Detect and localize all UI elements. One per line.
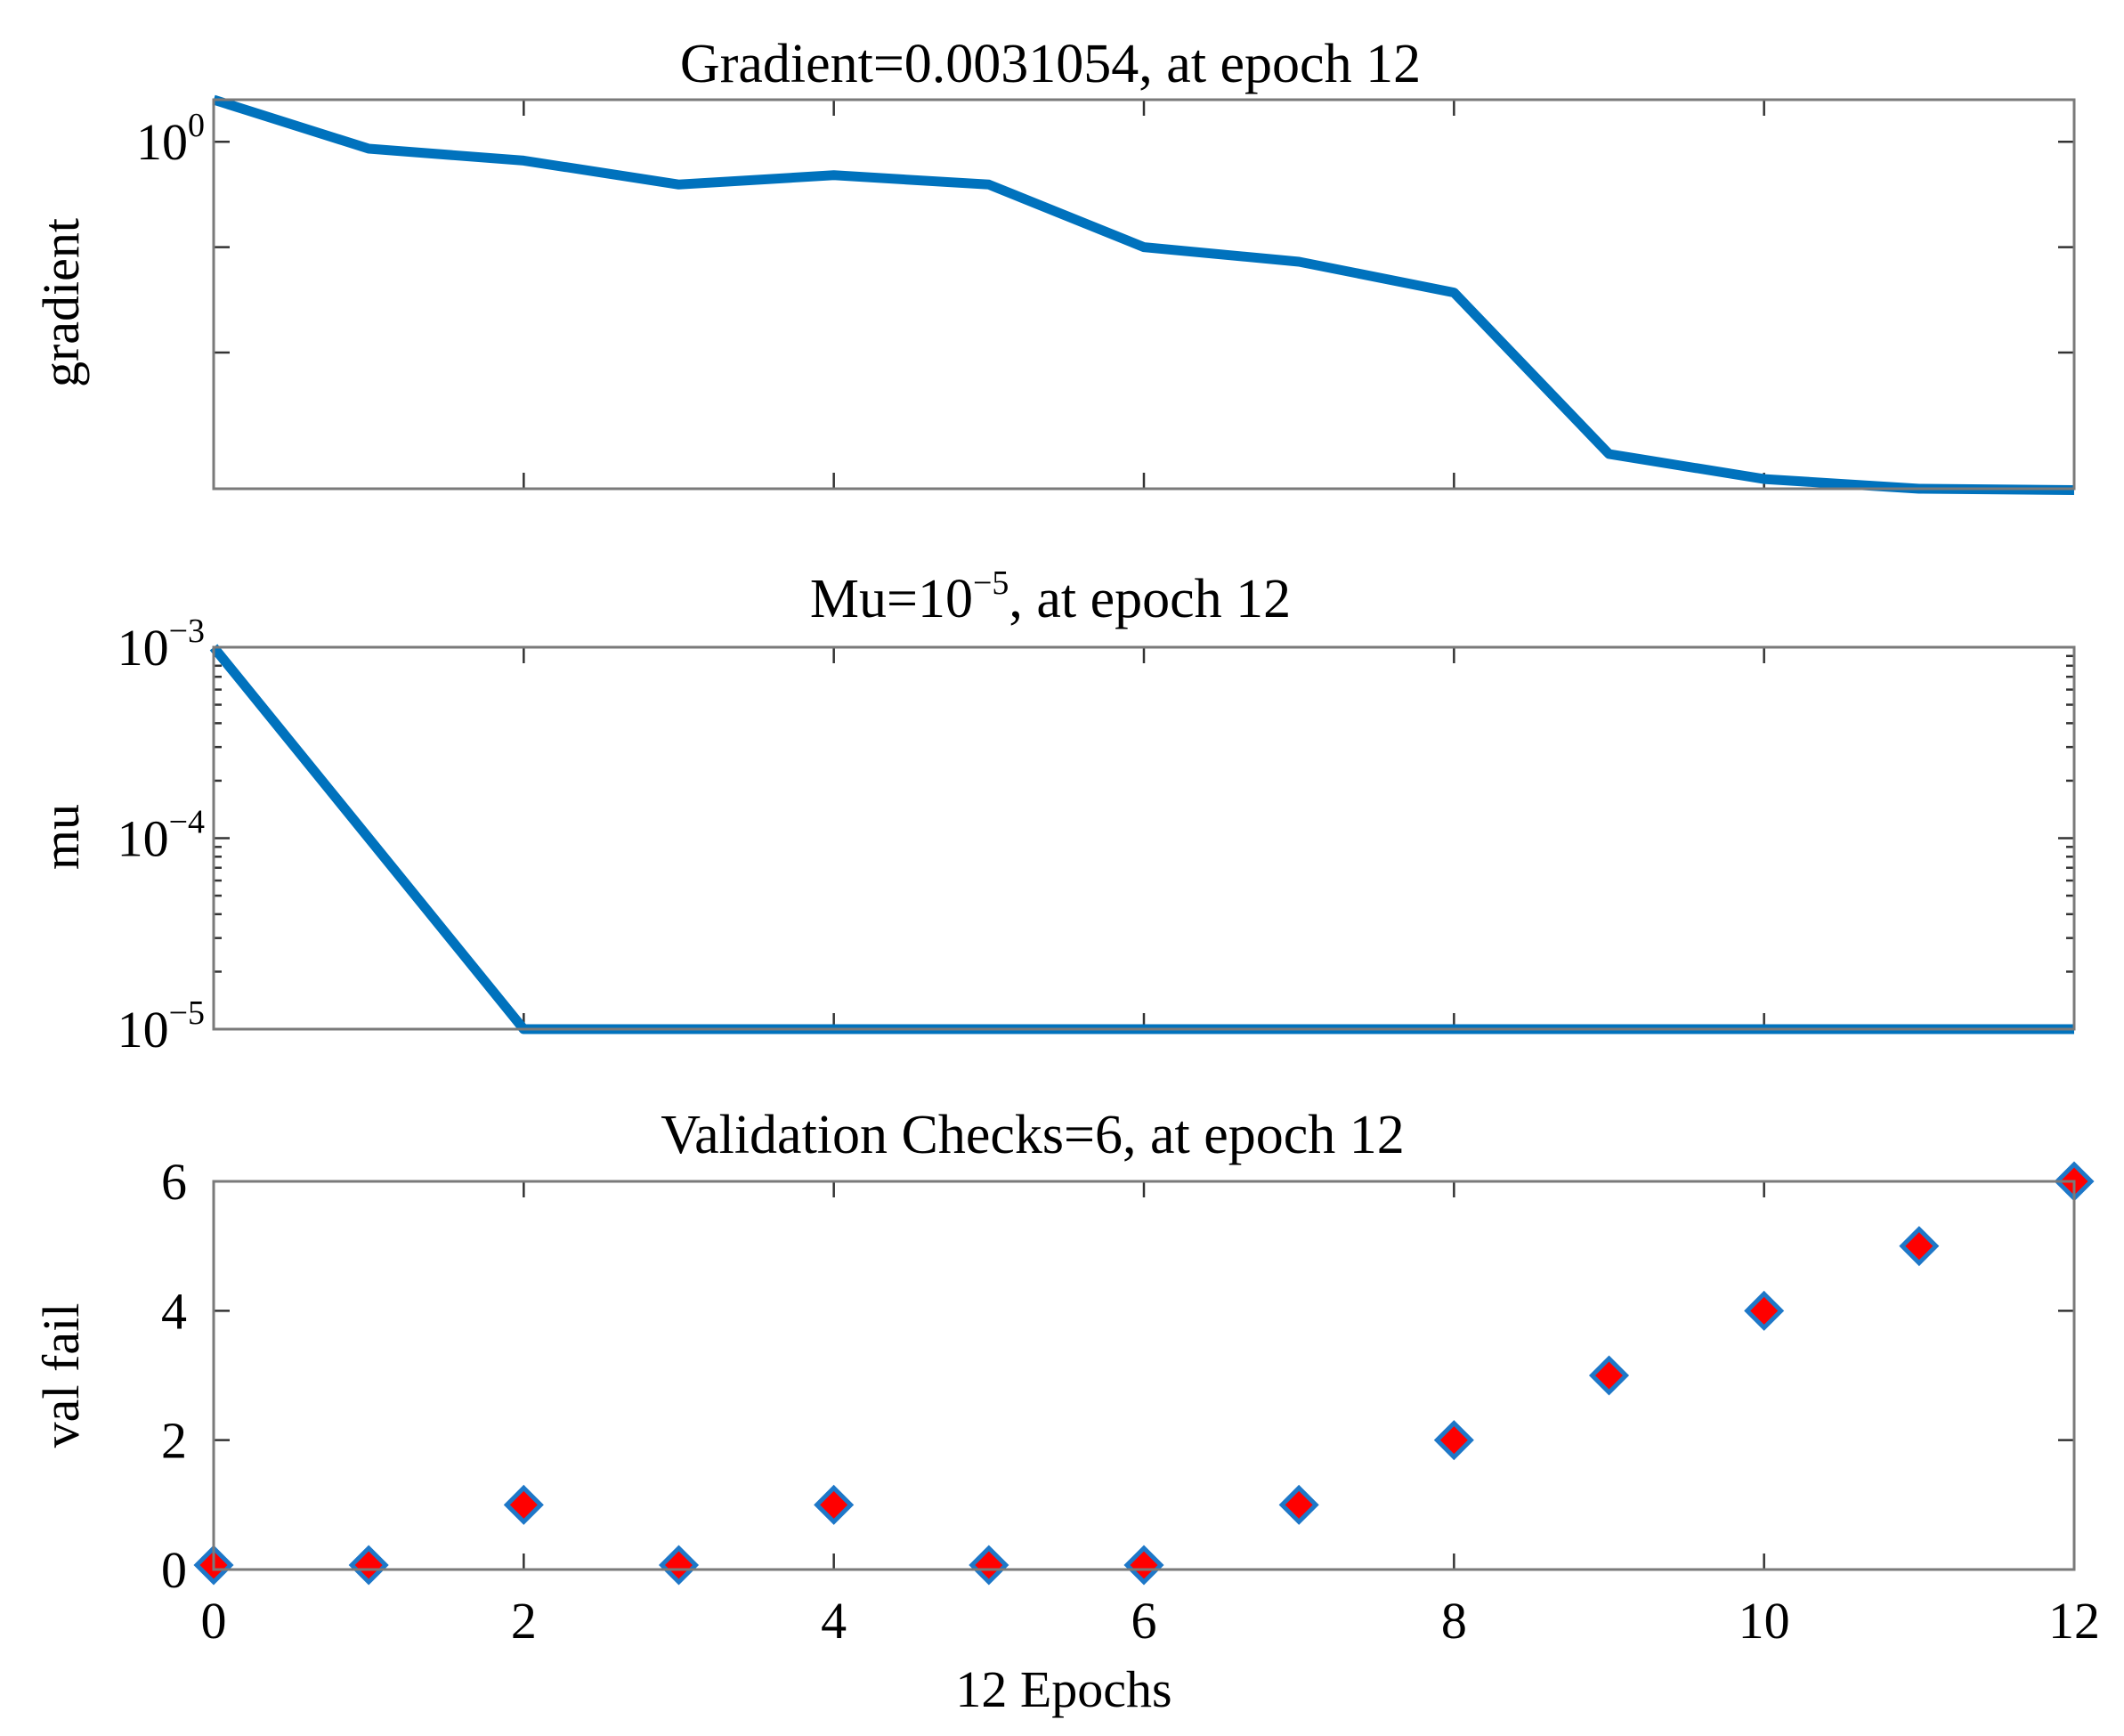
val-fail-point-2: [503, 1484, 544, 1525]
mu-plot-area: [209, 644, 2074, 1034]
xtick-label-0: 0: [201, 1592, 227, 1650]
gradient-y-ticks: 100: [136, 100, 2076, 489]
validation-y-axis-label: val fail: [32, 1303, 90, 1448]
gradient-ytick-label-0: 100: [136, 107, 205, 171]
validation-panel: Validation Checks=6, at epoch 12 val fai…: [32, 1105, 2100, 1718]
xtick-label-6: 12: [2048, 1592, 2100, 1650]
mu-title-exponent: −5: [973, 564, 1009, 602]
xtick-label-4: 8: [1441, 1592, 1467, 1650]
val-fail-point-6: [1123, 1545, 1164, 1586]
val-fail-point-7: [1278, 1484, 1319, 1525]
val-fail-point-1: [348, 1545, 389, 1586]
validation-ytick-label-1: 2: [161, 1412, 187, 1470]
validation-ticks: 0 2 4 6 0 2 4 6 8 10 12: [161, 1153, 2100, 1650]
mu-axes-frame: [212, 645, 2076, 1031]
mu-ytick-label-2: 10−5: [118, 994, 205, 1059]
validation-plot-area: [193, 1161, 2095, 1586]
gradient-series-line: [212, 94, 2075, 495]
mu-panel: Mu=10−5, at epoch 12 mu 10−3 10−4 10−5: [32, 564, 2076, 1059]
val-fail-point-3: [658, 1545, 700, 1586]
mu-title-tail: , at epoch 12: [1009, 569, 1291, 629]
mu-panel-title: Mu=10−5, at epoch 12: [810, 564, 1291, 629]
gradient-y-axis-label: gradient: [32, 218, 90, 387]
xtick-label-3: 6: [1131, 1592, 1157, 1650]
val-fail-point-4: [814, 1484, 855, 1525]
xtick-label-5: 10: [1739, 1592, 1790, 1650]
mu-ytick-label-1: 10−4: [118, 804, 205, 868]
x-axis-label: 12 Epochs: [955, 1660, 1171, 1718]
val-fail-point-10: [1744, 1290, 1785, 1331]
mu-ytick-label-0: 10−3: [118, 612, 205, 677]
val-fail-point-11: [1899, 1226, 1940, 1267]
validation-ytick-label-3: 6: [161, 1153, 187, 1211]
validation-panel-title: Validation Checks=6, at epoch 12: [661, 1105, 1405, 1165]
mu-y-axis-label: mu: [32, 804, 90, 870]
xtick-label-2: 4: [821, 1592, 847, 1650]
gradient-plot-area: [212, 94, 2075, 495]
mu-y-ticks: 10−3 10−4 10−5: [118, 612, 2076, 1059]
validation-axes-frame: [212, 1180, 2076, 1571]
val-fail-point-5: [969, 1545, 1009, 1586]
val-fail-point-8: [1433, 1420, 1474, 1461]
gradient-panel: Gradient=0.0031054, at epoch 12 gradient…: [32, 34, 2076, 495]
gradient-panel-title: Gradient=0.0031054, at epoch 12: [680, 34, 1421, 94]
mu-title-main: Mu=10: [810, 569, 973, 629]
validation-ytick-label-0: 0: [161, 1541, 187, 1599]
xtick-label-1: 2: [511, 1592, 537, 1650]
validation-ytick-label-2: 4: [161, 1282, 187, 1340]
mu-series-line: [209, 644, 2074, 1034]
gradient-axes-frame: [212, 98, 2076, 491]
val-fail-point-9: [1588, 1355, 1630, 1396]
